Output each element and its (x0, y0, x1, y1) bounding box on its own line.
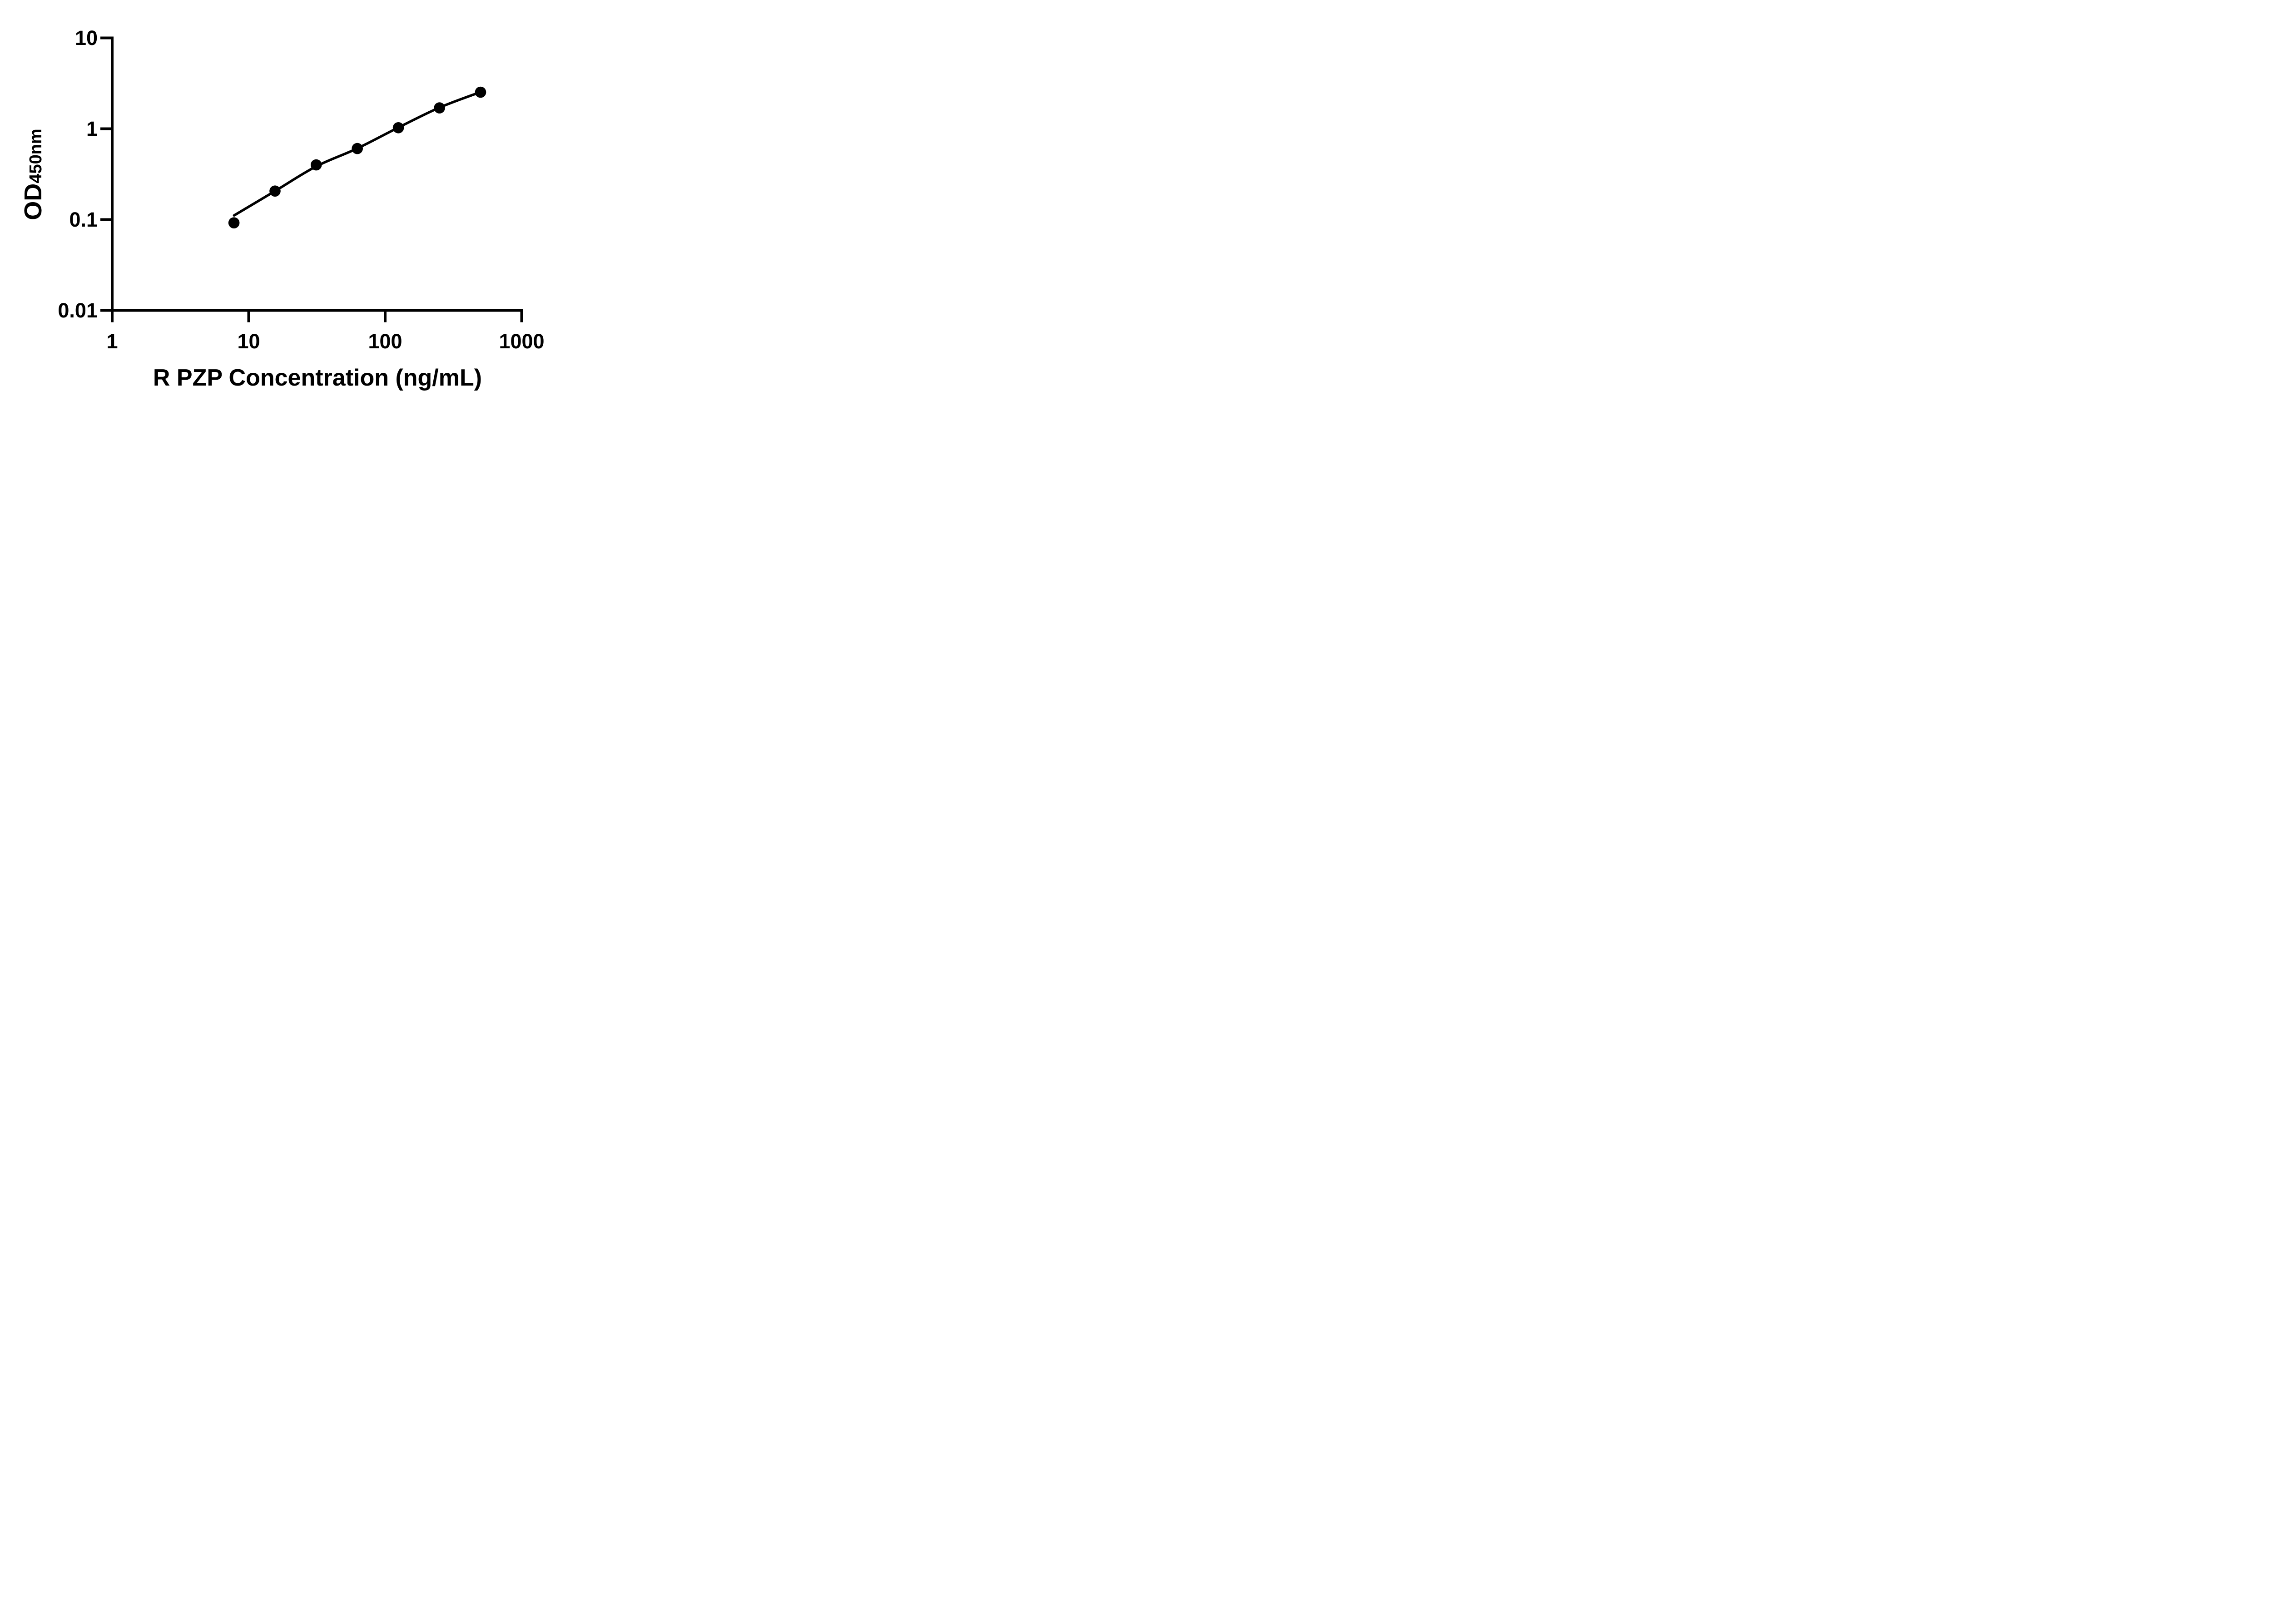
x-tick-label: 10 (237, 330, 260, 353)
y-axis-title-subscript: 450nm (26, 129, 45, 183)
data-point (352, 143, 363, 154)
data-point (310, 159, 322, 171)
plot-area (100, 36, 523, 322)
x-tick-label: 1000 (499, 330, 545, 353)
elisa-standard-curve-figure: 1 10 100 1000 10 1 0.1 0.01 R PZP Concentratio… (0, 0, 584, 406)
data-point (269, 185, 281, 197)
y-axis-title-main: OD (20, 183, 47, 220)
x-tick-label: 100 (368, 330, 402, 353)
x-tick-label: 1 (106, 330, 118, 353)
x-axis-title: R PZP Concentration (ng/mL) (153, 365, 482, 391)
data-point (392, 122, 404, 134)
y-tick-label: 0.01 (58, 298, 98, 322)
data-point (228, 217, 240, 229)
data-point (475, 86, 486, 98)
y-tick-label: 0.1 (69, 208, 98, 231)
y-axis-title: OD450nm (20, 129, 48, 220)
data-point (434, 102, 445, 114)
y-tick-label: 1 (86, 117, 98, 140)
y-tick-label: 10 (74, 26, 98, 50)
